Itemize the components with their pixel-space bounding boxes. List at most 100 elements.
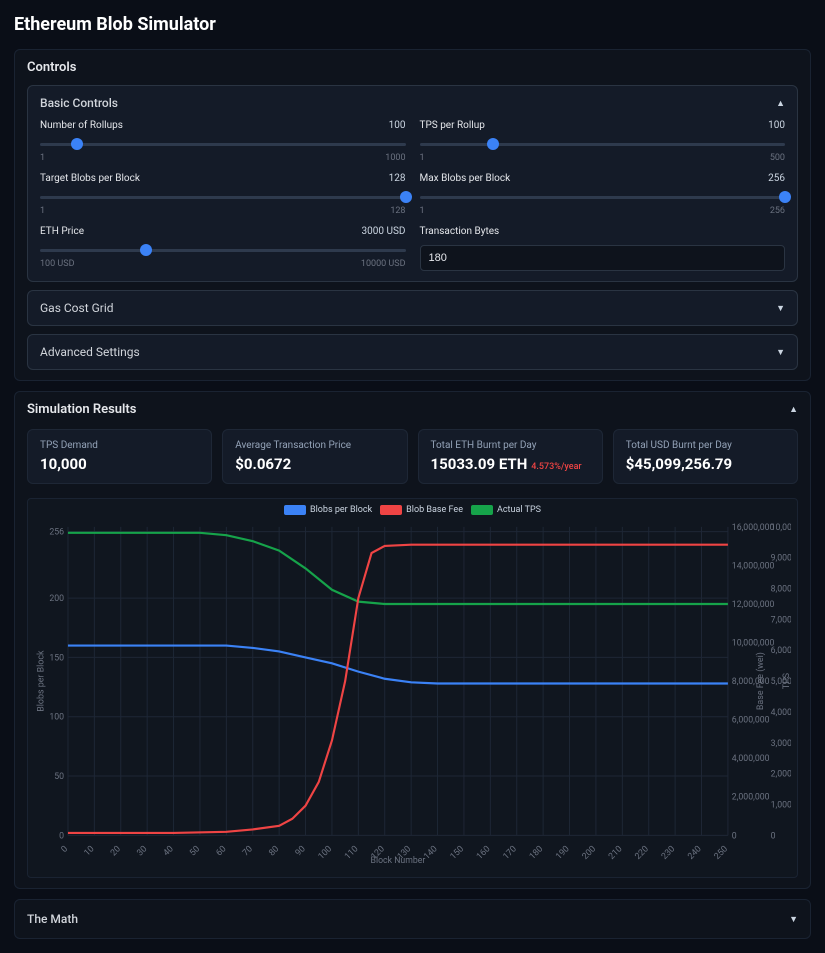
svg-text:180: 180: [528, 844, 545, 862]
legend-swatch: [471, 505, 493, 515]
slider-max: 256: [770, 206, 785, 216]
slider-min: 1: [420, 206, 425, 216]
stat-note: 4.573%/year: [531, 462, 581, 472]
svg-text:150: 150: [49, 653, 64, 663]
svg-text:100: 100: [49, 713, 64, 723]
control-value: 100: [389, 120, 406, 131]
svg-text:10: 10: [83, 844, 97, 858]
control-transaction-bytes: Transaction Bytes: [420, 226, 786, 271]
stat-value: 10,000: [40, 455, 199, 473]
legend-item: Blob Base Fee: [380, 505, 463, 515]
math-panel: The Math ▼: [14, 899, 811, 939]
advanced-settings-label: Advanced Settings: [40, 345, 140, 359]
control-label: TPS per Rollup: [420, 120, 485, 131]
slider[interactable]: [40, 137, 406, 151]
svg-text:150: 150: [449, 844, 466, 862]
svg-text:4,000: 4,000: [771, 708, 791, 718]
slider[interactable]: [420, 190, 786, 204]
svg-text:0: 0: [732, 831, 737, 841]
svg-text:30: 30: [135, 844, 149, 858]
svg-text:0: 0: [59, 831, 64, 841]
svg-text:8,000: 8,000: [771, 584, 791, 594]
legend-swatch: [284, 505, 306, 515]
stat-card: Total USD Burnt per Day $45,099,256.79: [613, 429, 798, 484]
svg-text:50: 50: [188, 844, 202, 858]
control-value: 3000 USD: [362, 226, 406, 237]
slider-min: 1: [40, 153, 45, 163]
svg-text:230: 230: [660, 844, 677, 862]
svg-text:240: 240: [686, 844, 703, 862]
control-label: Target Blobs per Block: [40, 173, 140, 184]
expand-icon: ▼: [776, 303, 785, 314]
gas-cost-grid-label: Gas Cost Grid: [40, 301, 114, 315]
stat-label: Average Transaction Price: [235, 440, 394, 451]
control-value: 100: [768, 120, 785, 131]
control-eth-price: ETH Price 3000 USD 100 USD 10000 USD: [40, 226, 406, 271]
results-title: Simulation Results: [27, 402, 136, 417]
slider-min: 1: [420, 153, 425, 163]
simulation-chart: Blobs per Block Blob Base Fee Actual TPS 2…: [27, 498, 798, 878]
svg-text:Base Fee (wei): Base Fee (wei): [755, 652, 766, 710]
legend-label: Blobs per Block: [310, 505, 372, 515]
stat-value: $45,099,256.79: [626, 455, 785, 473]
stat-value: $0.0672: [235, 455, 394, 473]
gas-cost-grid-header[interactable]: Gas Cost Grid ▼: [27, 290, 798, 326]
collapse-icon: ▲: [789, 404, 798, 415]
advanced-settings-header[interactable]: Advanced Settings ▼: [27, 334, 798, 370]
slider[interactable]: [40, 190, 406, 204]
collapse-icon: ▲: [776, 98, 785, 109]
control-value: 256: [768, 173, 785, 184]
svg-text:200: 200: [581, 844, 598, 862]
svg-text:0: 0: [771, 831, 776, 841]
svg-text:20: 20: [109, 844, 123, 858]
stat-card: TPS Demand 10,000: [27, 429, 212, 484]
slider-min: 100 USD: [40, 259, 75, 269]
control-label: Max Blobs per Block: [420, 173, 511, 184]
results-panel: Simulation Results ▲ TPS Demand 10,000 A…: [14, 391, 811, 889]
control-number-of-rollups: Number of Rollups 100 1 1000: [40, 120, 406, 163]
legend-item: Blobs per Block: [284, 505, 372, 515]
slider-min: 1: [40, 206, 45, 216]
svg-text:7,000: 7,000: [771, 615, 791, 625]
control-max-blobs-per-block: Max Blobs per Block 256 1 256: [420, 173, 786, 216]
svg-text:3,000: 3,000: [771, 739, 791, 749]
control-label: ETH Price: [40, 226, 84, 237]
slider-max: 1000: [385, 153, 405, 163]
svg-text:TPS: TPS: [782, 673, 791, 689]
basic-controls-header[interactable]: Basic Controls ▲: [40, 96, 785, 110]
svg-text:14,000,000: 14,000,000: [732, 561, 775, 571]
legend-label: Actual TPS: [497, 505, 541, 515]
svg-text:256: 256: [49, 528, 64, 538]
svg-text:40: 40: [162, 844, 176, 858]
svg-text:250: 250: [713, 844, 730, 862]
svg-text:2,000: 2,000: [771, 770, 791, 780]
svg-text:4,000,000: 4,000,000: [732, 754, 770, 764]
stat-card: Total ETH Burnt per Day 15033.09 ETH4.57…: [418, 429, 603, 484]
svg-text:6,000: 6,000: [771, 646, 791, 656]
svg-text:190: 190: [554, 844, 571, 862]
math-title: The Math: [27, 912, 78, 926]
stat-label: TPS Demand: [40, 440, 199, 451]
transaction-bytes-input[interactable]: [420, 245, 786, 271]
slider[interactable]: [420, 137, 786, 151]
stat-value: 15033.09 ETH4.573%/year: [431, 455, 590, 473]
slider[interactable]: [40, 243, 406, 257]
expand-icon: ▼: [789, 914, 798, 925]
svg-text:160: 160: [475, 844, 492, 862]
svg-text:0: 0: [60, 844, 71, 855]
slider-max: 500: [770, 153, 785, 163]
svg-text:1,000: 1,000: [771, 800, 791, 810]
svg-text:10,000,000: 10,000,000: [732, 638, 775, 648]
svg-text:80: 80: [267, 844, 281, 858]
svg-text:70: 70: [241, 844, 255, 858]
basic-controls-panel: Basic Controls ▲ Number of Rollups 100 1…: [27, 85, 798, 282]
math-header[interactable]: The Math ▼: [27, 912, 798, 926]
controls-panel: Controls Basic Controls ▲ Number of Roll…: [14, 49, 811, 381]
svg-text:16,000,000: 16,000,000: [732, 523, 775, 533]
svg-text:Block Number: Block Number: [371, 856, 426, 865]
legend-item: Actual TPS: [471, 505, 541, 515]
svg-text:50: 50: [54, 772, 64, 782]
basic-controls-label: Basic Controls: [40, 96, 118, 110]
expand-icon: ▼: [776, 347, 785, 358]
svg-text:220: 220: [633, 844, 650, 862]
